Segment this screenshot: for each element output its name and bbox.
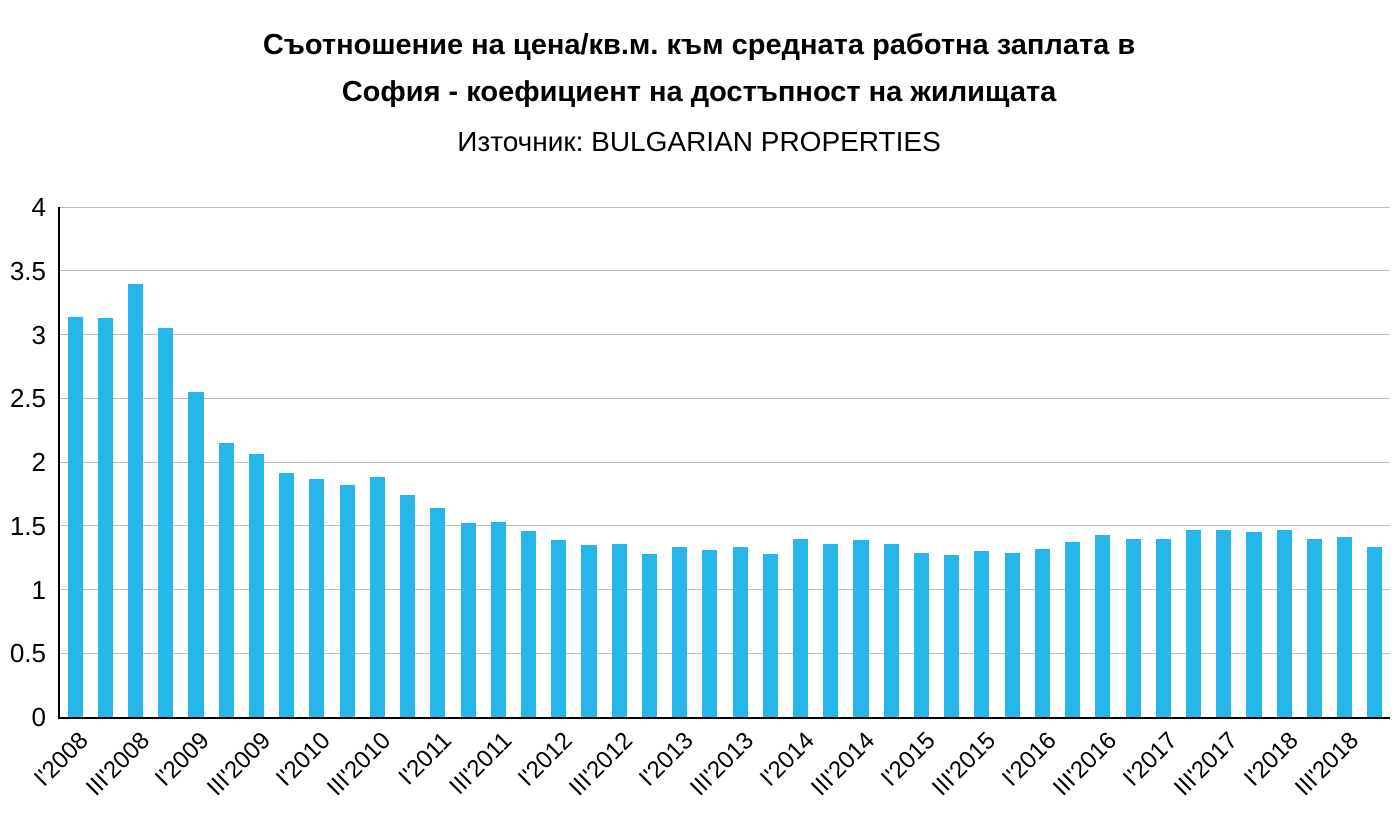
- gridline: [60, 270, 1390, 272]
- x-tick-label: III'2013: [684, 727, 760, 802]
- x-tick-label: III'2015: [926, 727, 1002, 802]
- y-tick-label: 1.5: [9, 510, 46, 541]
- bar-I'2008: [67, 316, 83, 717]
- bar-I'2011: [430, 507, 446, 717]
- bar-III'2010: [369, 477, 385, 717]
- x-tick-label: III'2010: [322, 727, 397, 802]
- bar-III'2015: [974, 551, 990, 717]
- bar-IV'2012: [641, 553, 657, 717]
- bar-II'2009: [218, 442, 234, 717]
- bar-IV'2014: [883, 543, 899, 717]
- bar-I'2013: [672, 547, 688, 717]
- x-tick-label: III'2008: [80, 727, 155, 802]
- bar-I'2009: [188, 391, 204, 717]
- x-tick-label: III'2014: [805, 727, 881, 802]
- bar-IV'2015: [1004, 552, 1020, 717]
- y-tick-label: 2.5: [9, 383, 46, 414]
- gridline: [60, 461, 1390, 463]
- x-tick-label: III'2011: [444, 727, 518, 800]
- y-tick-label: 3.5: [9, 255, 46, 286]
- bar-IV'2017: [1246, 532, 1262, 717]
- bar-IV'2016: [1125, 538, 1141, 717]
- y-tick-label: 2: [31, 447, 46, 477]
- bar-II'2011: [460, 523, 476, 717]
- gridline: [60, 334, 1390, 335]
- gridline: [60, 206, 1390, 208]
- gridline: [60, 652, 1390, 654]
- y-tick-label: 0.5: [9, 638, 46, 669]
- bar-IV'2011: [520, 530, 537, 717]
- x-tick-label: III'2012: [564, 727, 639, 802]
- bar-I'2017: [1155, 538, 1171, 717]
- chart-title-line1: Съотношение на цена/кв.м. към средната р…: [262, 29, 1136, 61]
- bar-II'2016: [1065, 542, 1081, 717]
- x-tick-label: III'2017: [1168, 727, 1243, 802]
- bar-III'2016: [1095, 534, 1111, 717]
- chart-header: Съотношение на цена/кв.м. към средната р…: [0, 22, 1398, 163]
- gridline: [60, 525, 1390, 527]
- bar-III'2013: [732, 547, 748, 717]
- bar-III'2008: [128, 283, 144, 717]
- bar-II'2018: [1306, 538, 1322, 717]
- bar-I'2015: [913, 552, 930, 717]
- y-tick-label: 0: [31, 702, 46, 732]
- y-tick-label: 4: [31, 192, 46, 222]
- bar-III'2011: [490, 521, 506, 717]
- x-tick-label: III'2018: [1289, 727, 1364, 802]
- bar-II'2015: [944, 555, 960, 717]
- bar-III'2009: [248, 454, 265, 717]
- gridline: [60, 397, 1390, 399]
- bar-I'2012: [551, 539, 567, 717]
- bar-III'2017: [1216, 529, 1232, 717]
- y-tick-label: 1: [31, 574, 46, 605]
- bar-II'2017: [1185, 529, 1202, 717]
- x-tick-label: III'2016: [1047, 727, 1122, 802]
- bar-I'2010: [309, 478, 325, 717]
- gridline: [60, 589, 1390, 590]
- bar-I'2016: [1034, 548, 1050, 717]
- chart-subtitle-source: Източник: BULGARIAN PROPERTIES: [457, 125, 941, 157]
- x-tick-label: III'2009: [201, 727, 276, 802]
- bar-II'2013: [702, 549, 718, 717]
- bar-II'2010: [339, 484, 355, 717]
- bar-III'2018: [1337, 537, 1353, 717]
- bar-II'2008: [97, 317, 113, 717]
- bar-IV'2008: [158, 328, 174, 717]
- bar-IV'2013: [762, 553, 778, 717]
- bar-II'2012: [581, 544, 597, 717]
- y-tick-label: 3: [31, 319, 46, 350]
- bar-IV'2010: [400, 495, 416, 717]
- bar-IV'2018: [1367, 547, 1383, 717]
- bar-III'2012: [611, 543, 627, 717]
- bar-IV'2009: [279, 473, 295, 717]
- bar-II'2014: [823, 543, 839, 717]
- bar-III'2014: [853, 539, 869, 717]
- plot-area: 0 0.5 1 1.5 2 2.5 3 3.5 4 I'2008 III'2008 I'2009 III…: [10, 192, 1390, 801]
- chart-title-line2: София - коефициент на достъпност на жили…: [341, 75, 1057, 108]
- bar-I'2014: [793, 538, 809, 717]
- bar-I'2018: [1276, 529, 1292, 717]
